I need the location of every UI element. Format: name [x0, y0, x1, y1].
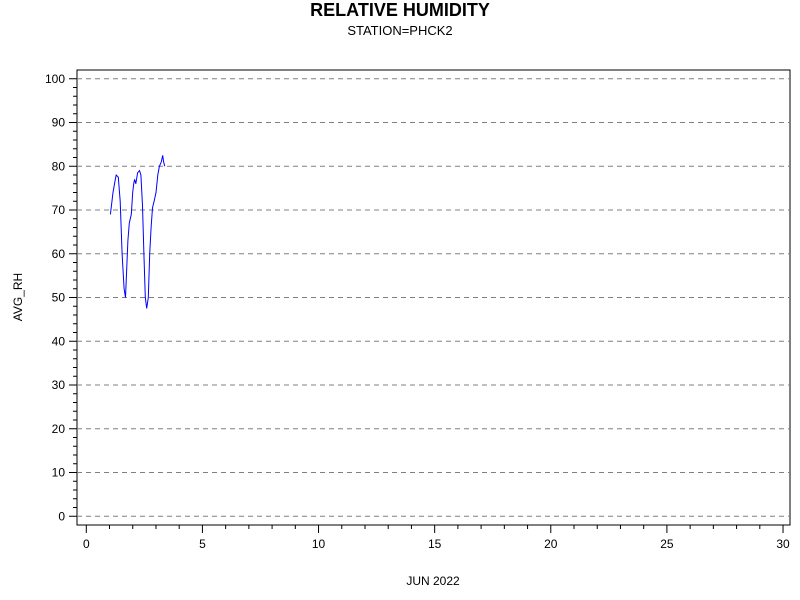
x-tick-label-5: 5: [199, 537, 206, 551]
y-axis: 0 10 20 30 40 50 60 70 80 90 100: [45, 72, 77, 523]
y-axis-label: AVG_RH: [11, 273, 25, 321]
y-tick-label-60: 60: [52, 247, 66, 261]
y-tick-label-80: 80: [52, 159, 66, 173]
y-tick-label-40: 40: [52, 334, 66, 348]
y-tick-label-100: 100: [45, 72, 65, 86]
chart-subtitle: STATION=PHCK2: [347, 23, 453, 38]
x-tick-label-30: 30: [776, 537, 790, 551]
y-tick-label-0: 0: [58, 509, 65, 523]
x-axis: 0 5 10 15 20 25 30: [83, 525, 790, 551]
y-tick-label-30: 30: [52, 378, 66, 392]
x-tick-label-25: 25: [660, 537, 674, 551]
series-group: [109, 155, 166, 309]
x-tick-label-15: 15: [428, 537, 442, 551]
y-tick-label-70: 70: [52, 203, 66, 217]
gridlines: [77, 78, 790, 517]
y-tick-label-90: 90: [52, 116, 66, 130]
y-tick-label-20: 20: [52, 422, 66, 436]
x-axis-label: JUN 2022: [406, 574, 460, 588]
y-tick-label-50: 50: [52, 291, 66, 305]
x-tick-label-0: 0: [83, 537, 90, 551]
series-line-0: [109, 155, 166, 309]
chart-title: RELATIVE HUMIDITY: [310, 0, 490, 20]
x-tick-label-10: 10: [312, 537, 326, 551]
y-tick-label-10: 10: [52, 466, 66, 480]
x-tick-label-20: 20: [544, 537, 558, 551]
